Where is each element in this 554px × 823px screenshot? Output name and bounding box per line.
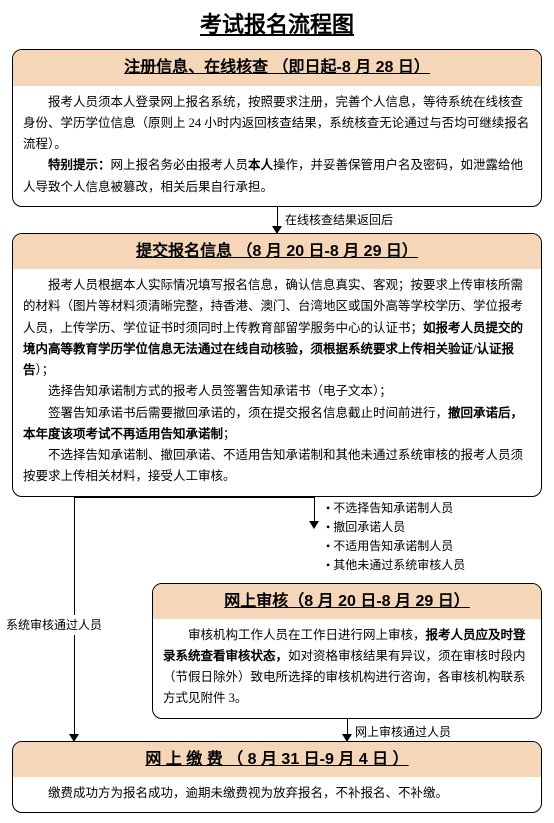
bullet-item: 不适用告知承诺制人员	[326, 537, 465, 556]
step1-text: 报考人员须本人登录网上报名系统，按照要求注册，完善个人信息，等待系统在线核查身份…	[23, 95, 529, 152]
step1-tip-bold: 本人	[248, 158, 273, 172]
arrow-down-icon	[69, 734, 79, 742]
step4-text: 缴费成功方为报名成功，逾期未缴费视为放弃报名，不补报名、不补缴。	[48, 786, 448, 800]
step2-header: 提交报名信息 （8 月 20 日-8 月 29 日）	[13, 234, 541, 269]
page-title: 考试报名流程图	[12, 6, 542, 43]
arrow-down-icon	[309, 521, 319, 529]
step3-text1: 审核机构工作人员在工作日进行网上审核，	[188, 628, 426, 642]
connector3-label: 网上审核通过人员	[355, 722, 451, 742]
arrow-down-icon	[342, 734, 352, 742]
connector1-label: 在线核查结果返回后	[285, 210, 393, 230]
step2-p3: 签署告知承诺书后需要撤回承诺的，须在提交报名信息截止时间前进行，	[48, 406, 448, 420]
step1-tip-label: 特别提示：	[48, 158, 111, 172]
step1-body: 报考人员须本人登录网上报名系统，按照要求注册，完善个人信息，等待系统在线核查身份…	[13, 86, 541, 206]
bullet-item: 不选择告知承诺制人员	[326, 499, 465, 518]
step1-header: 注册信息、在线核查 （即日起-8 月 28 日）	[13, 50, 541, 85]
step4-box: 网 上 缴 费 （ 8 月 31 日-9 月 4 日 ） 缴费成功方为报名成功，…	[12, 741, 542, 813]
step1-tip-text: 网上报名务必由报考人员	[111, 158, 249, 172]
bullet-item: 撤回承诺人员	[326, 518, 465, 537]
step2-p4: 不选择告知承诺制、撤回承诺、不适用告知承诺制和其他未通过系统审核的报考人员须按要…	[23, 448, 523, 483]
step3-body: 审核机构工作人员在工作日进行网上审核，报考人员应及时登录系统查看审核状态，如对资…	[153, 619, 541, 718]
step2-p3-end: ；	[223, 427, 236, 441]
bullet-item: 其他未通过系统审核人员	[326, 556, 465, 575]
fork-bullets: 不选择告知承诺制人员 撤回承诺人员 不适用告知承诺制人员 其他未通过系统审核人员	[326, 499, 465, 576]
connector-3: 网上审核通过人员	[152, 719, 542, 741]
step1-box: 注册信息、在线核查 （即日起-8 月 28 日） 报考人员须本人登录网上报名系统…	[12, 49, 542, 206]
step3-header: 网上审核（8 月 20 日-8 月 29 日）	[153, 584, 541, 619]
step4-body: 缴费成功方为报名成功，逾期未缴费视为放弃报名，不补报名、不补缴。	[13, 777, 541, 812]
step2-body: 报考人员根据本人实际情况填写报名信息，确认信息真实、客观；按要求上传审核所需的材…	[13, 269, 541, 496]
step2-p2: 选择告知承诺制方式的报考人员签署告知承诺书（电子文本）；	[48, 384, 392, 398]
step4-header: 网 上 缴 费 （ 8 月 31 日-9 月 4 日 ）	[13, 742, 541, 777]
step2-p1-end: ）；	[36, 363, 55, 377]
fork-area: 系统审核通过人员 不选择告知承诺制人员 撤回承诺人员 不适用告知承诺制人员 其他…	[12, 497, 542, 741]
step2-box: 提交报名信息 （8 月 20 日-8 月 29 日） 报考人员根据本人实际情况填…	[12, 233, 542, 497]
step3-box: 网上审核（8 月 20 日-8 月 29 日） 审核机构工作人员在工作日进行网上…	[152, 583, 542, 719]
arrow-down-icon	[272, 226, 282, 234]
connector-1: 在线核查结果返回后	[12, 207, 542, 233]
fork-left-label: 系统审核通过人员	[4, 615, 124, 635]
